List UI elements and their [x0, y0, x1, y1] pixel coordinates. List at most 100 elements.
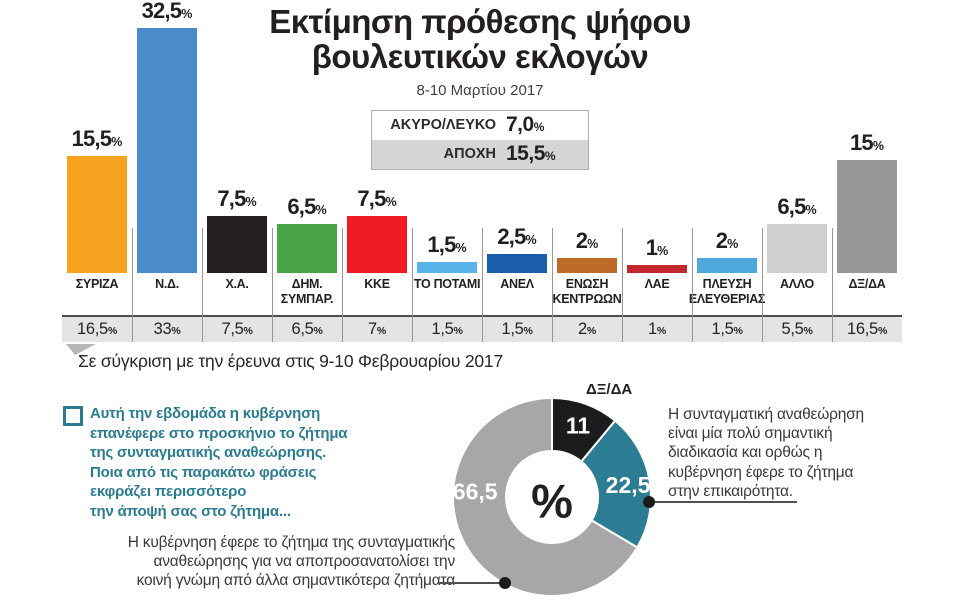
percent-sign: %: [877, 325, 887, 337]
donut-center-label: %: [531, 475, 573, 528]
column-divider: [132, 228, 133, 342]
comparison-pointer-icon: [66, 344, 96, 355]
survey-date: 8-10 Μαρτίου 2017: [416, 81, 544, 99]
bar-column: 32,5% Ν.Δ.: [132, 0, 202, 342]
percent-sign: %: [523, 325, 533, 337]
bar-column: 6,5% ΑΛΛΟ: [762, 0, 832, 342]
previous-value-cell: 33%: [153, 320, 181, 338]
percent-sign: %: [171, 325, 181, 337]
party-label: ΣΥΡΙΖΑ: [75, 277, 119, 291]
column-divider: [762, 228, 763, 342]
party-label: ΤΟ ΠΟΤΑΜΙ: [413, 277, 481, 291]
column-divider: [272, 228, 273, 342]
bar: [767, 224, 827, 273]
percent-sign: %: [586, 325, 596, 337]
abstain-value: 15,5%: [506, 142, 556, 166]
percent-sign: %: [657, 244, 669, 258]
bar-column: 2% ΠΛΕΥΣΗ ΕΛΕΥΘΕΡΙΑΣ: [689, 0, 766, 342]
previous-value-cell: 7%: [368, 320, 386, 338]
bar-value-label: 1%: [645, 235, 669, 260]
party-label: ΕΝΩΣΗ ΚΕΝΤΡΩΩΝ: [552, 277, 622, 306]
bar-value-label: 2%: [575, 228, 599, 253]
party-label: ΛΑΕ: [644, 277, 670, 291]
bar-column: 15,5% ΣΥΡΙΖΑ: [62, 0, 132, 342]
bar: [277, 224, 337, 273]
bar-value-label: 6,5%: [777, 194, 817, 219]
leader-line-negative: [438, 582, 502, 584]
previous-value-cell: 5,5%: [781, 320, 813, 338]
donut-slice-value: 22,5: [606, 472, 651, 498]
abstain-label: ΑΠΟΧΗ: [443, 146, 496, 163]
bar: [67, 156, 127, 273]
party-label: ΚΚΕ: [364, 277, 390, 291]
previous-value-cell: 7,5%: [221, 320, 253, 338]
leader-line-positive: [654, 501, 797, 503]
column-divider: [622, 228, 623, 342]
bar: [697, 258, 757, 273]
previous-value-cell: 2%: [578, 320, 596, 338]
answer-positive-text: Η συνταγματική αναθεώρηση είναι μία πολύ…: [668, 406, 864, 500]
donut-slice-value: 11: [566, 413, 591, 439]
page-title: Εκτίμηση πρόθεσης ψήφου βουλευτικών εκλο…: [269, 3, 691, 76]
party-label: ΠΛΕΥΣΗ ΕΛΕΥΘΕΡΙΑΣ: [688, 277, 766, 306]
party-label: Χ.Α.: [225, 277, 249, 291]
percent-sign: %: [111, 135, 123, 149]
donut-slice: [452, 397, 639, 597]
bar-value-label: 15%: [850, 130, 884, 155]
percent-sign: %: [181, 7, 193, 21]
party-label: ΑΛΛΟ: [780, 277, 814, 291]
bar: [417, 262, 477, 273]
bar-value-label: 6,5%: [287, 194, 327, 219]
party-label: Ν.Δ.: [155, 277, 179, 291]
percent-sign: %: [533, 120, 545, 135]
question-text: Αυτή την εβδομάδα η κυβέρνηση επανέφερε …: [90, 405, 348, 520]
previous-value-cell: 1,5%: [431, 320, 463, 338]
previous-value-cell: 1,5%: [501, 320, 533, 338]
question-square-icon: [63, 406, 83, 426]
comparison-note: Σε σύγκριση με την έρευνα στις 9-10 Φεβρ…: [78, 351, 503, 371]
previous-value-cell: 1%: [648, 320, 666, 338]
percent-sign: %: [107, 325, 117, 337]
bar-value-label: 7,5%: [217, 186, 257, 211]
header: Εκτίμηση πρόθεσης ψήφου βουλευτικών εκλο…: [245, 4, 715, 170]
bar-column: 6,5% ΔΗΜ. ΣΥΜΠΑΡ.: [272, 0, 342, 342]
invalid-blank-row: ΑΚΥΡΟ/ΛΕΥΚΟ 7,0%: [372, 111, 588, 140]
percent-sign: %: [733, 325, 743, 337]
percent-sign: %: [313, 325, 323, 337]
leader-dot-negative: [499, 577, 511, 589]
percent-sign: %: [727, 237, 739, 251]
donut-chart: 11 22,5 66,5%: [452, 397, 652, 597]
percent-sign: %: [544, 149, 556, 164]
bar-value-label: 15,5%: [71, 126, 123, 151]
percent-sign: %: [385, 195, 397, 209]
column-divider: [412, 228, 413, 342]
bar-column: 1% ΛΑΕ: [622, 0, 692, 342]
bar-value-label: 2%: [715, 228, 739, 253]
bar-column: 2,5% ΑΝΕΛ: [482, 0, 552, 342]
percent-sign: %: [245, 195, 257, 209]
bar-value-label: 32,5%: [141, 0, 193, 23]
bar-value-label: 1,5%: [427, 232, 467, 257]
invalid-blank-label: ΑΚΥΡΟ/ΛΕΥΚΟ: [390, 117, 496, 134]
bar-value-label: 7,5%: [357, 186, 397, 211]
bar: [557, 258, 617, 273]
column-divider: [832, 228, 833, 342]
bar: [347, 216, 407, 273]
percent-sign: %: [803, 325, 813, 337]
percent-sign: %: [453, 325, 463, 337]
percent-sign: %: [455, 241, 467, 255]
donut-slice-label-dxda: ΔΞ/ΔΑ: [586, 381, 633, 398]
column-divider: [202, 228, 203, 342]
bar: [837, 160, 897, 273]
bar-column: 2% ΕΝΩΣΗ ΚΕΝΤΡΩΩΝ: [552, 0, 622, 342]
percent-sign: %: [525, 233, 537, 247]
abstain-row: ΑΠΟΧΗ 15,5%: [372, 139, 588, 169]
bar-column: 15% ΔΞ/ΔΑ: [832, 0, 902, 342]
column-divider: [552, 228, 553, 342]
answer-negative-text: Η κυβέρνηση έφερε το ζήτημα της συνταγμα…: [127, 534, 456, 589]
party-label: ΔΗΜ. ΣΥΜΠΑΡ.: [280, 277, 334, 306]
bar: [627, 265, 687, 273]
party-label: ΔΞ/ΔΑ: [848, 277, 886, 291]
bar-value-label: 2,5%: [497, 224, 537, 249]
